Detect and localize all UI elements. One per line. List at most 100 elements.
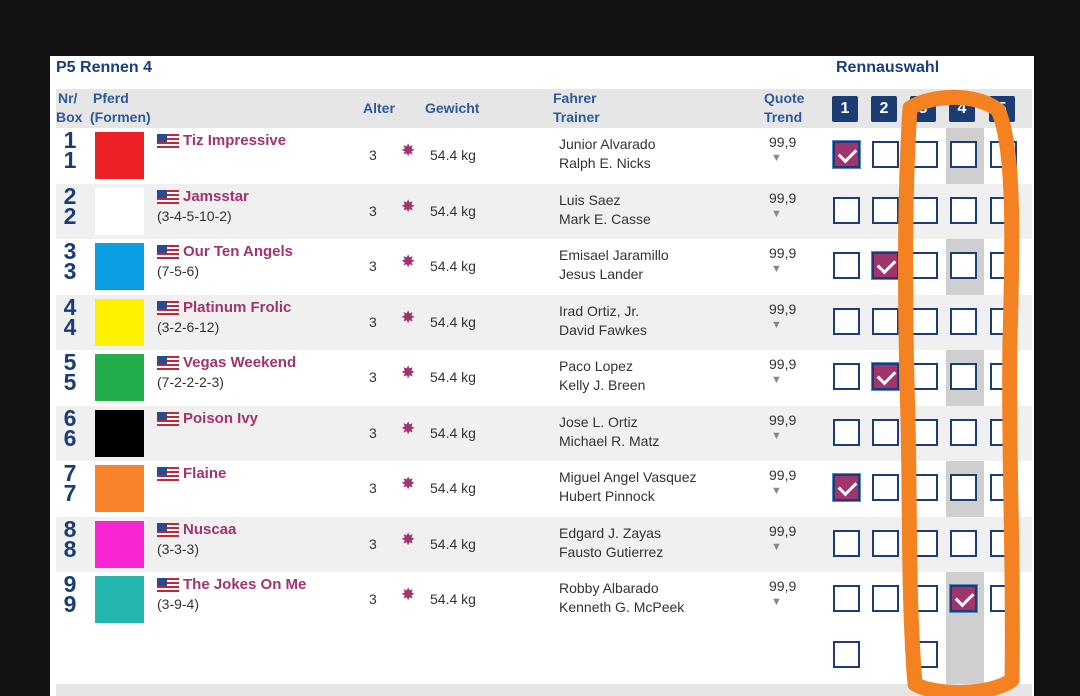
- selection-checkbox-race-5[interactable]: [990, 141, 1017, 168]
- selection-checkbox-race-1[interactable]: [833, 474, 860, 501]
- selection-checkbox-race-3[interactable]: [911, 196, 938, 224]
- selection-checkbox-race-4[interactable]: [950, 474, 977, 501]
- trend-down-icon: ▼: [771, 429, 782, 442]
- selection-checkbox-race-5[interactable]: [990, 307, 1017, 335]
- race-button-1[interactable]: 1: [832, 96, 858, 122]
- horse-weight: 54.4 kg: [430, 147, 476, 163]
- selection-checkbox-race-1[interactable]: [833, 252, 860, 279]
- selection-checkbox-race-3[interactable]: [911, 474, 938, 501]
- selection-checkbox-race-3[interactable]: [911, 141, 938, 168]
- selection-checkbox-race-1[interactable]: [833, 141, 860, 168]
- runner-row: 8 8 Nuscaa (3-3-3) 3 ✸ 54.4 kg Edgard J. Zayas F…: [56, 516, 1032, 572]
- horse-age: 3: [369, 147, 377, 163]
- runner-row: 4 4 Platinum Frolic (3-2-6-12) 3 ✸ 54.4 kg Irad…: [56, 294, 1032, 350]
- race-button-5[interactable]: 5: [989, 96, 1015, 122]
- header-form: (Formen): [90, 109, 151, 125]
- selection-checkbox-race-2[interactable]: [872, 418, 899, 446]
- horse-age: 3: [369, 535, 377, 552]
- selection-checkbox-race-5[interactable]: [990, 585, 1017, 612]
- selection-checkbox-race-1[interactable]: [833, 418, 860, 446]
- horse-form: (3-3-3): [157, 540, 200, 557]
- horse-name[interactable]: Tiz Impressive: [183, 132, 287, 149]
- horse-weight: 54.4 kg: [430, 313, 476, 330]
- selection-checkbox-race-5[interactable]: [990, 474, 1017, 501]
- selection-checkbox-race-5[interactable]: [990, 196, 1017, 224]
- selection-checkbox-race-3[interactable]: [911, 585, 938, 612]
- race-title: P5 Rennen 4: [56, 59, 153, 76]
- selection-checkbox-race-4[interactable]: [950, 585, 977, 612]
- selection-checkbox-race-1[interactable]: [833, 196, 860, 224]
- footer-checkbox-3[interactable]: [911, 641, 938, 668]
- horse-name[interactable]: Flaine: [183, 465, 227, 482]
- race-button-4[interactable]: 4: [949, 96, 975, 122]
- selection-checkbox-race-2[interactable]: [872, 474, 899, 501]
- selection-checkbox-race-4[interactable]: [950, 418, 977, 446]
- runner-row: 1 1 Tiz Impressive 3 ✸ 54.4 kg Junior Alvarado…: [56, 128, 1032, 183]
- trend-down-icon: ▼: [771, 318, 782, 331]
- horse-weight: 54.4 kg: [430, 480, 476, 496]
- selection-checkbox-race-3[interactable]: [911, 252, 938, 279]
- selection-checkbox-race-3[interactable]: [911, 363, 938, 390]
- star-icon: ✸: [401, 418, 416, 438]
- selection-checkbox-race-3[interactable]: [911, 307, 938, 335]
- trainer-name: Kenneth G. McPeek: [559, 599, 685, 615]
- horse-name[interactable]: Poison Ivy: [183, 409, 259, 427]
- horse-name[interactable]: Nuscaa: [183, 520, 237, 538]
- trend-down-icon: ▼: [771, 263, 782, 275]
- selection-checkbox-race-4[interactable]: [950, 529, 977, 557]
- selection-checkbox-race-3[interactable]: [911, 418, 938, 446]
- horse-name[interactable]: Vegas Weekend: [183, 354, 297, 371]
- selection-checkbox-race-4[interactable]: [950, 307, 977, 335]
- horse-name[interactable]: Platinum Frolic: [183, 298, 292, 316]
- selection-checkbox-race-5[interactable]: [990, 418, 1017, 446]
- selection-checkbox-race-1[interactable]: [833, 585, 860, 612]
- horse-name[interactable]: The Jokes On Me: [183, 576, 307, 593]
- odds-value: 99,9: [769, 300, 797, 317]
- selection-checkbox-race-2[interactable]: [872, 529, 899, 557]
- horse-name[interactable]: Jamsstar: [183, 187, 249, 205]
- selection-checkbox-race-1[interactable]: [833, 363, 860, 390]
- runner-row: 6 6 Poison Ivy 3 ✸ 54.4 kg Jose L. Ortiz Michae…: [56, 405, 1032, 461]
- selection-checkbox-race-4[interactable]: [950, 141, 977, 168]
- header-box: Box: [56, 109, 83, 125]
- horse-age: 3: [369, 369, 377, 385]
- silk-color: [95, 187, 144, 235]
- selection-checkbox-race-1[interactable]: [833, 307, 860, 335]
- selection-checkbox-race-1[interactable]: [833, 529, 860, 557]
- selection-checkbox-race-3[interactable]: [911, 529, 938, 557]
- selection-checkbox-race-4[interactable]: [950, 196, 977, 224]
- trainer-name: Fausto Gutierrez: [559, 543, 664, 560]
- jockey-name: Edgard J. Zayas: [559, 524, 661, 541]
- selection-checkbox-race-2[interactable]: [872, 585, 899, 612]
- selection-checkbox-race-2[interactable]: [872, 307, 899, 335]
- horse-age: 3: [369, 202, 377, 219]
- footer-checkbox-1[interactable]: [833, 641, 860, 668]
- odds-value: 99,9: [769, 467, 797, 483]
- race-button-2[interactable]: 2: [871, 96, 897, 122]
- header-weight: Gewicht: [425, 100, 480, 116]
- selection-checkbox-race-4[interactable]: [950, 252, 977, 279]
- horse-name[interactable]: Our Ten Angels: [183, 243, 294, 260]
- jockey-name: Irad Ortiz, Jr.: [559, 302, 640, 319]
- horse-weight: 54.4 kg: [430, 535, 476, 552]
- odds-value: 99,9: [769, 411, 797, 428]
- star-icon: ✸: [401, 529, 416, 549]
- selection-checkbox-race-2[interactable]: [872, 252, 899, 279]
- selection-checkbox-race-4[interactable]: [950, 363, 977, 390]
- selection-checkbox-race-5[interactable]: [990, 363, 1017, 390]
- horse-weight: 54.4 kg: [430, 202, 476, 219]
- race-panel: P5 Rennen 4 Rennauswahl Nr/ Box Pferd (F…: [50, 56, 1034, 696]
- selection-checkbox-race-2[interactable]: [872, 141, 899, 168]
- selection-checkbox-race-2[interactable]: [872, 196, 899, 224]
- selection-checkbox-race-5[interactable]: [990, 252, 1017, 279]
- star-icon: ✸: [401, 196, 416, 216]
- trainer-name: Ralph E. Nicks: [559, 155, 651, 171]
- race-button-3[interactable]: 3: [910, 96, 936, 122]
- odds-value: 99,9: [769, 189, 797, 206]
- selection-checkbox-race-5[interactable]: [990, 529, 1017, 557]
- selection-checkbox-race-2[interactable]: [872, 363, 899, 390]
- us-flag-icon: [157, 245, 179, 259]
- runner-row: 7 7 Flaine 3 ✸ 54.4 kg Miguel Angel Vasquez Hub…: [56, 461, 1032, 516]
